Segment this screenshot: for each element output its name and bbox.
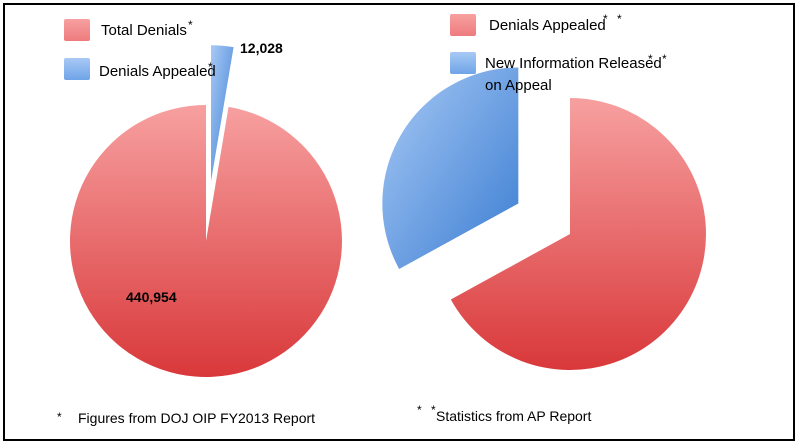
legend-mark-total-denials: * (188, 18, 196, 32)
legend-label-denials-appealed: Denials Appealed (99, 63, 216, 80)
pie-slice-total-denials (69, 105, 342, 377)
pie-slice-r-denials-appealed (450, 98, 706, 370)
legend-swatch-total-denials (64, 19, 90, 41)
legend-swatch-denials-appealed (64, 58, 90, 80)
legend-label-new-info-released: New Information Released (485, 55, 662, 72)
legend-mark-denials-appealed: * (208, 60, 216, 74)
data-label-total-denials: 440,954 (126, 289, 177, 305)
legend-label-new-info-released-line2: on Appeal (485, 77, 552, 94)
legend-mark-new-info-released: * * (648, 52, 670, 66)
note-mark-right: * * (417, 403, 439, 417)
note-text-right: Statistics from AP Report (436, 408, 592, 424)
legend-label-r-denials-appealed: Denials Appealed (489, 17, 606, 34)
pie-slice-denials-appealed (210, 45, 234, 182)
legend-mark-r-denials-appealed: * * (603, 12, 625, 26)
data-label-denials-appealed: 12,028 (240, 40, 283, 56)
note-mark-left: * (57, 410, 65, 424)
legend-swatch-new-info-released (450, 52, 476, 74)
pie-slice-new-info-released (382, 67, 519, 269)
legend-swatch-r-denials-appealed (450, 14, 476, 36)
legend-label-total-denials: Total Denials (101, 22, 187, 39)
note-text-left: Figures from DOJ OIP FY2013 Report (78, 410, 316, 426)
